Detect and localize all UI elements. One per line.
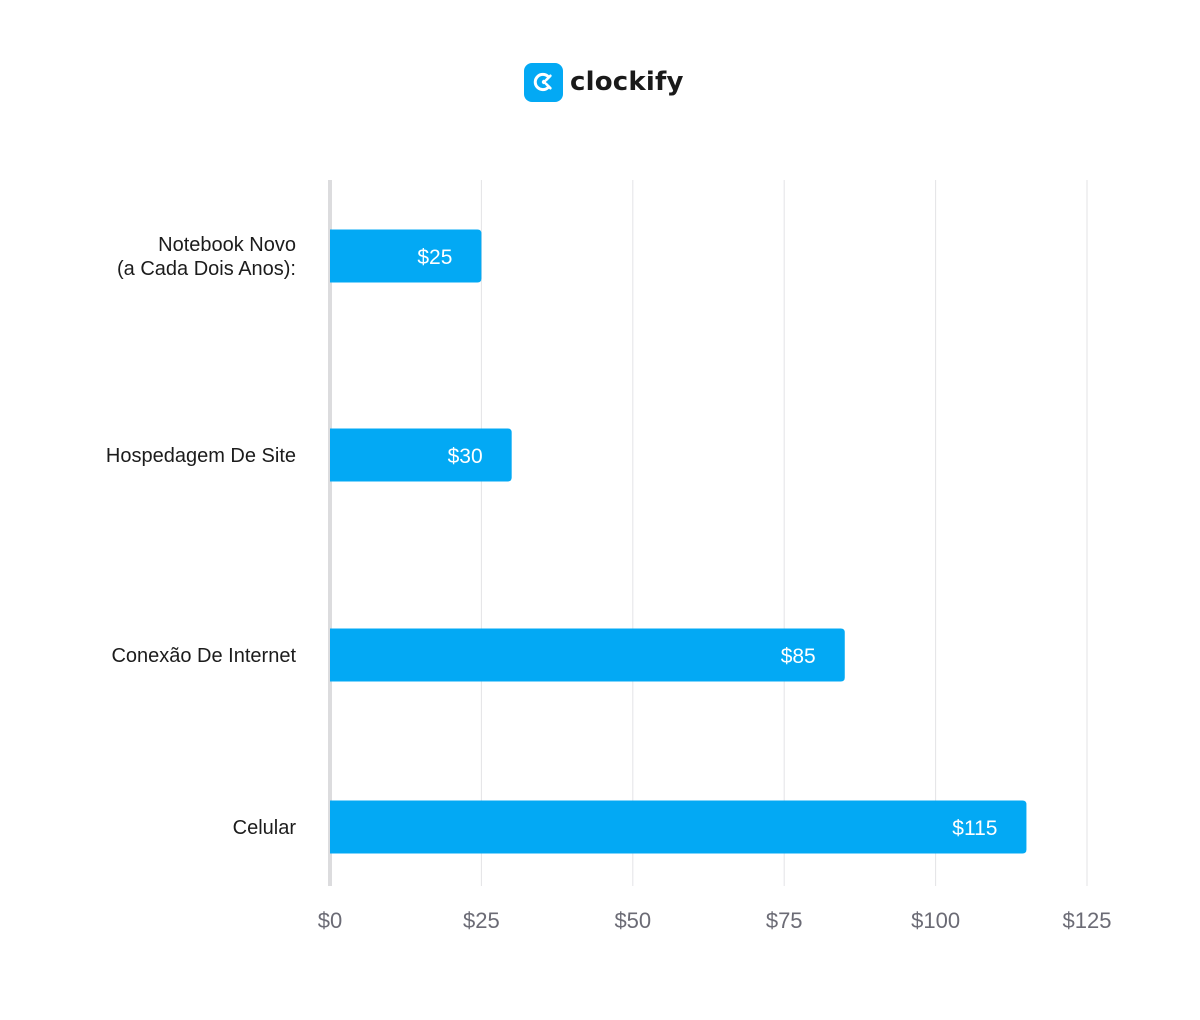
x-tick-label: $100 <box>911 908 960 933</box>
category-label-line: Conexão De Internet <box>111 645 296 667</box>
x-tick-label: $0 <box>318 908 342 933</box>
x-tick-label: $125 <box>1063 908 1112 933</box>
category-label: Hospedagem De Site <box>106 445 296 467</box>
x-tick-label: $75 <box>766 908 803 933</box>
x-tick-label: $50 <box>614 908 651 933</box>
category-label: Celular <box>233 817 297 839</box>
bar <box>330 628 845 682</box>
category-label: Conexão De Internet <box>111 645 296 667</box>
x-tick-label: $25 <box>463 908 500 933</box>
bar-value-label: $30 <box>448 445 483 468</box>
category-label-line: Hospedagem De Site <box>106 445 296 467</box>
bar <box>330 428 512 482</box>
bar-value-label: $25 <box>417 246 452 269</box>
bar <box>330 229 482 283</box>
category-label-line: Celular <box>233 817 297 839</box>
category-label-line: Notebook Novo <box>158 234 296 256</box>
category-label-line: (a Cada Dois Anos): <box>117 258 296 280</box>
clockify-logo: clockify <box>524 62 684 102</box>
bar-value-label: $115 <box>952 817 997 840</box>
bar <box>330 800 1027 854</box>
bar-value-label: $85 <box>781 645 816 668</box>
clockify-logo-icon <box>524 62 563 102</box>
clockify-wordmark: clockify <box>570 67 684 97</box>
category-label: Notebook Novo (a Cada Dois Anos): <box>117 234 296 280</box>
